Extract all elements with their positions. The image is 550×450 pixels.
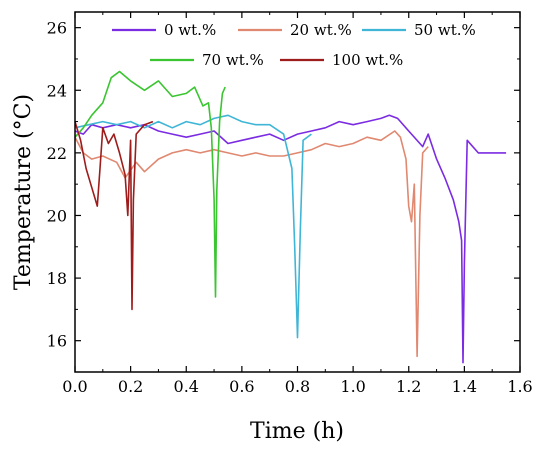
y-tick-label: 22 <box>47 144 67 163</box>
series-line-1 <box>74 130 429 358</box>
y-tick-label: 20 <box>47 206 67 225</box>
x-tick-label: 0.2 <box>118 377 143 396</box>
x-tick-label: 0.4 <box>174 377 199 396</box>
series-line-3 <box>74 70 226 298</box>
y-axis-label: Temperature (°C) <box>11 94 36 290</box>
x-tick-label: 0.8 <box>285 377 310 396</box>
x-tick-label: 1.6 <box>507 377 532 396</box>
x-tick-label: 1.0 <box>340 377 365 396</box>
x-tick-label: 0.6 <box>229 377 254 396</box>
series-line-4 <box>74 120 154 311</box>
x-axis-label: Time (h) <box>250 419 344 444</box>
y-tick-label: 24 <box>47 81 67 100</box>
legend: 0 wt.% 20 wt.% 50 wt.% 70 wt.% 100 wt.% <box>112 21 476 69</box>
x-tick-label: 1.4 <box>452 377 477 396</box>
y-axis: 16 18 20 22 24 26 <box>47 19 520 351</box>
legend-label-3: 70 wt.% <box>202 51 264 69</box>
legend-label-2: 50 wt.% <box>414 21 476 39</box>
x-tick-label: 1.2 <box>396 377 421 396</box>
series-lines <box>74 70 507 364</box>
y-tick-label: 18 <box>47 269 67 288</box>
x-tick-label: 0.0 <box>62 377 87 396</box>
series-line-0 <box>74 114 507 364</box>
legend-label-1: 20 wt.% <box>290 21 352 39</box>
x-axis: 0.0 0.2 0.4 0.6 0.8 1.0 1.2 1.4 1.6 <box>62 12 533 396</box>
legend-label-4: 100 wt.% <box>332 51 403 69</box>
series-line-2 <box>74 114 312 339</box>
legend-label-0: 0 wt.% <box>164 21 216 39</box>
y-tick-label: 26 <box>47 19 67 38</box>
y-tick-label: 16 <box>47 332 67 351</box>
